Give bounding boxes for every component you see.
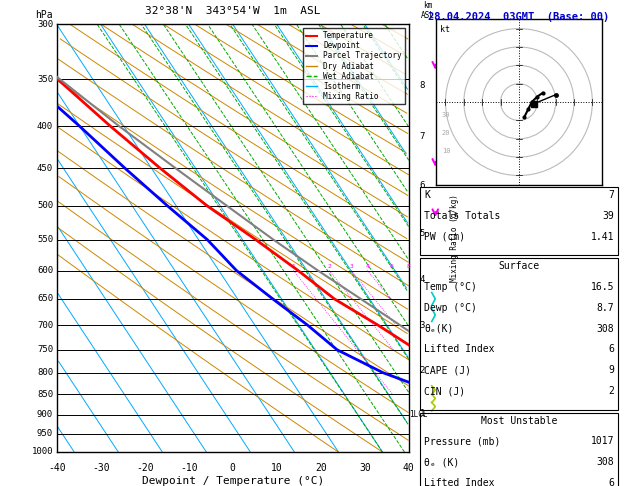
Text: hPa: hPa	[35, 10, 53, 20]
Text: 10: 10	[271, 463, 282, 473]
Text: 28.04.2024  03GMT  (Base: 00): 28.04.2024 03GMT (Base: 00)	[428, 12, 610, 22]
Text: 550: 550	[37, 235, 53, 244]
Text: 3: 3	[420, 321, 425, 330]
Text: 308: 308	[597, 457, 615, 467]
Text: CAPE (J): CAPE (J)	[424, 365, 471, 375]
Text: θₑ(K): θₑ(K)	[424, 324, 454, 333]
Text: km
ASL: km ASL	[421, 0, 435, 20]
Text: 850: 850	[37, 390, 53, 399]
Text: -30: -30	[92, 463, 109, 473]
Text: 3: 3	[349, 264, 353, 269]
Text: Most Unstable: Most Unstable	[481, 416, 557, 426]
Text: 8: 8	[420, 81, 425, 89]
Text: 20: 20	[442, 130, 450, 136]
Bar	[420, 187, 618, 255]
Text: 500: 500	[37, 201, 53, 210]
Text: Temp (°C): Temp (°C)	[424, 282, 477, 292]
Text: 2: 2	[327, 264, 331, 269]
Text: 6: 6	[608, 345, 615, 354]
Text: 6: 6	[420, 181, 425, 190]
Text: 4: 4	[420, 276, 425, 284]
Text: 2: 2	[608, 386, 615, 396]
Text: 0: 0	[230, 463, 236, 473]
Text: -20: -20	[136, 463, 153, 473]
Text: 900: 900	[37, 410, 53, 419]
Text: 8.7: 8.7	[597, 303, 615, 313]
Text: 308: 308	[597, 324, 615, 333]
Text: 8: 8	[406, 264, 410, 269]
Text: Lifted Index: Lifted Index	[424, 478, 494, 486]
Text: 1.41: 1.41	[591, 232, 615, 242]
Text: K: K	[424, 190, 430, 200]
Text: 1017: 1017	[591, 436, 615, 446]
Text: 800: 800	[37, 368, 53, 377]
Text: 650: 650	[37, 295, 53, 303]
Text: Dewp (°C): Dewp (°C)	[424, 303, 477, 313]
Text: 40: 40	[403, 463, 415, 473]
Text: θₑ (K): θₑ (K)	[424, 457, 459, 467]
Text: CIN (J): CIN (J)	[424, 386, 465, 396]
Text: 300: 300	[37, 20, 53, 29]
Text: 6: 6	[608, 478, 615, 486]
Text: 450: 450	[37, 164, 53, 173]
Text: 600: 600	[37, 266, 53, 275]
Text: 1LCL: 1LCL	[409, 410, 428, 419]
Text: 4: 4	[365, 264, 369, 269]
Text: 30: 30	[359, 463, 370, 473]
Text: Mixing Ratio (g/kg): Mixing Ratio (g/kg)	[450, 194, 459, 282]
Text: 39: 39	[603, 211, 615, 221]
Text: 9: 9	[608, 365, 615, 375]
Text: 350: 350	[37, 74, 53, 84]
Text: -40: -40	[48, 463, 65, 473]
Text: 7: 7	[608, 190, 615, 200]
Text: 1: 1	[420, 409, 425, 418]
Text: 750: 750	[37, 345, 53, 354]
Text: 2: 2	[420, 366, 425, 375]
Text: Pressure (mb): Pressure (mb)	[424, 436, 501, 446]
Text: -10: -10	[180, 463, 198, 473]
Text: 1: 1	[292, 264, 296, 269]
Text: 16.5: 16.5	[591, 282, 615, 292]
Text: Surface: Surface	[499, 261, 540, 271]
Bar	[420, 413, 618, 486]
Legend: Temperature, Dewpoint, Parcel Trajectory, Dry Adiabat, Wet Adiabat, Isotherm, Mi: Temperature, Dewpoint, Parcel Trajectory…	[303, 28, 405, 104]
Text: 10: 10	[442, 148, 450, 155]
Bar	[420, 258, 618, 410]
Text: Lifted Index: Lifted Index	[424, 345, 494, 354]
Text: 1000: 1000	[31, 448, 53, 456]
Text: Totals Totals: Totals Totals	[424, 211, 501, 221]
Text: 950: 950	[37, 429, 53, 438]
Text: 30: 30	[442, 112, 450, 118]
Text: Dewpoint / Temperature (°C): Dewpoint / Temperature (°C)	[142, 475, 324, 486]
Text: PW (cm): PW (cm)	[424, 232, 465, 242]
Text: 6: 6	[389, 264, 393, 269]
Text: 400: 400	[37, 122, 53, 131]
Text: kt: kt	[440, 25, 450, 35]
Text: 7: 7	[420, 132, 425, 140]
Text: 32°38'N  343°54'W  1m  ASL: 32°38'N 343°54'W 1m ASL	[145, 6, 321, 16]
Text: 20: 20	[315, 463, 326, 473]
Text: 5: 5	[420, 228, 425, 238]
Text: 700: 700	[37, 321, 53, 330]
